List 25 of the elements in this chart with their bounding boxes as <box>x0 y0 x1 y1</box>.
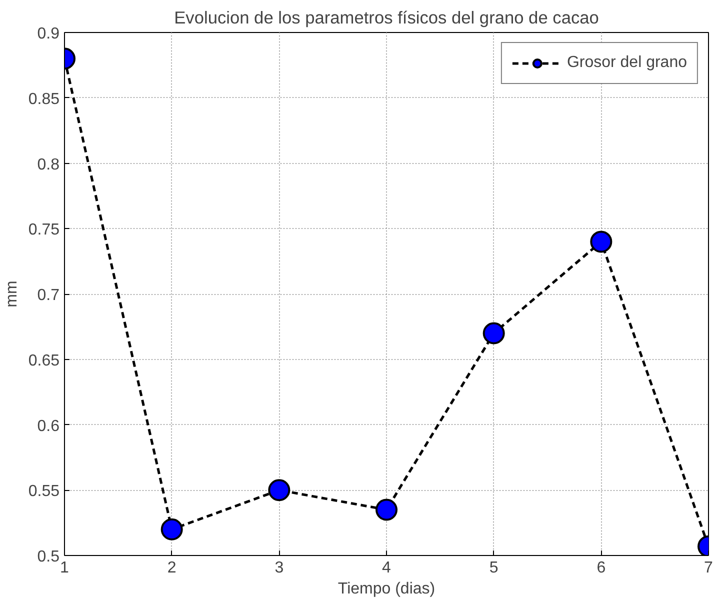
chart-title: Evolucion de los parametros físicos del grano de cacao <box>174 8 599 28</box>
y-tick-label: 0.5 <box>37 548 60 566</box>
y-tick-label: 0.9 <box>37 26 60 42</box>
y-tick-label: 0.65 <box>28 352 60 370</box>
y-tick-label: 0.55 <box>28 483 60 500</box>
y-tick-label: 0.7 <box>37 287 60 304</box>
point <box>376 498 398 521</box>
y-tick-label: 0.6 <box>37 418 60 435</box>
x-tick-label: 7 <box>704 560 714 576</box>
x-tick-label: 6 <box>596 560 606 576</box>
y-tick-label: 0.85 <box>28 90 60 108</box>
y-axis-title: mm <box>3 280 20 308</box>
legend-label: Grosor del grano <box>566 54 687 72</box>
x-tick-label: 4 <box>382 560 392 576</box>
point <box>482 322 505 344</box>
y-tick-label: 0.8 <box>37 156 60 174</box>
x-axis-title: Tiempo (dias) <box>338 580 436 598</box>
y-tick-label: 0.75 <box>28 222 60 239</box>
x-tick-label: 5 <box>489 560 498 576</box>
point <box>268 479 290 502</box>
x-tick-label: 2 <box>167 560 176 576</box>
point <box>590 230 612 253</box>
x-tick-label: 1 <box>60 560 70 576</box>
point <box>160 518 183 540</box>
x-tick-label: 3 <box>274 560 284 576</box>
